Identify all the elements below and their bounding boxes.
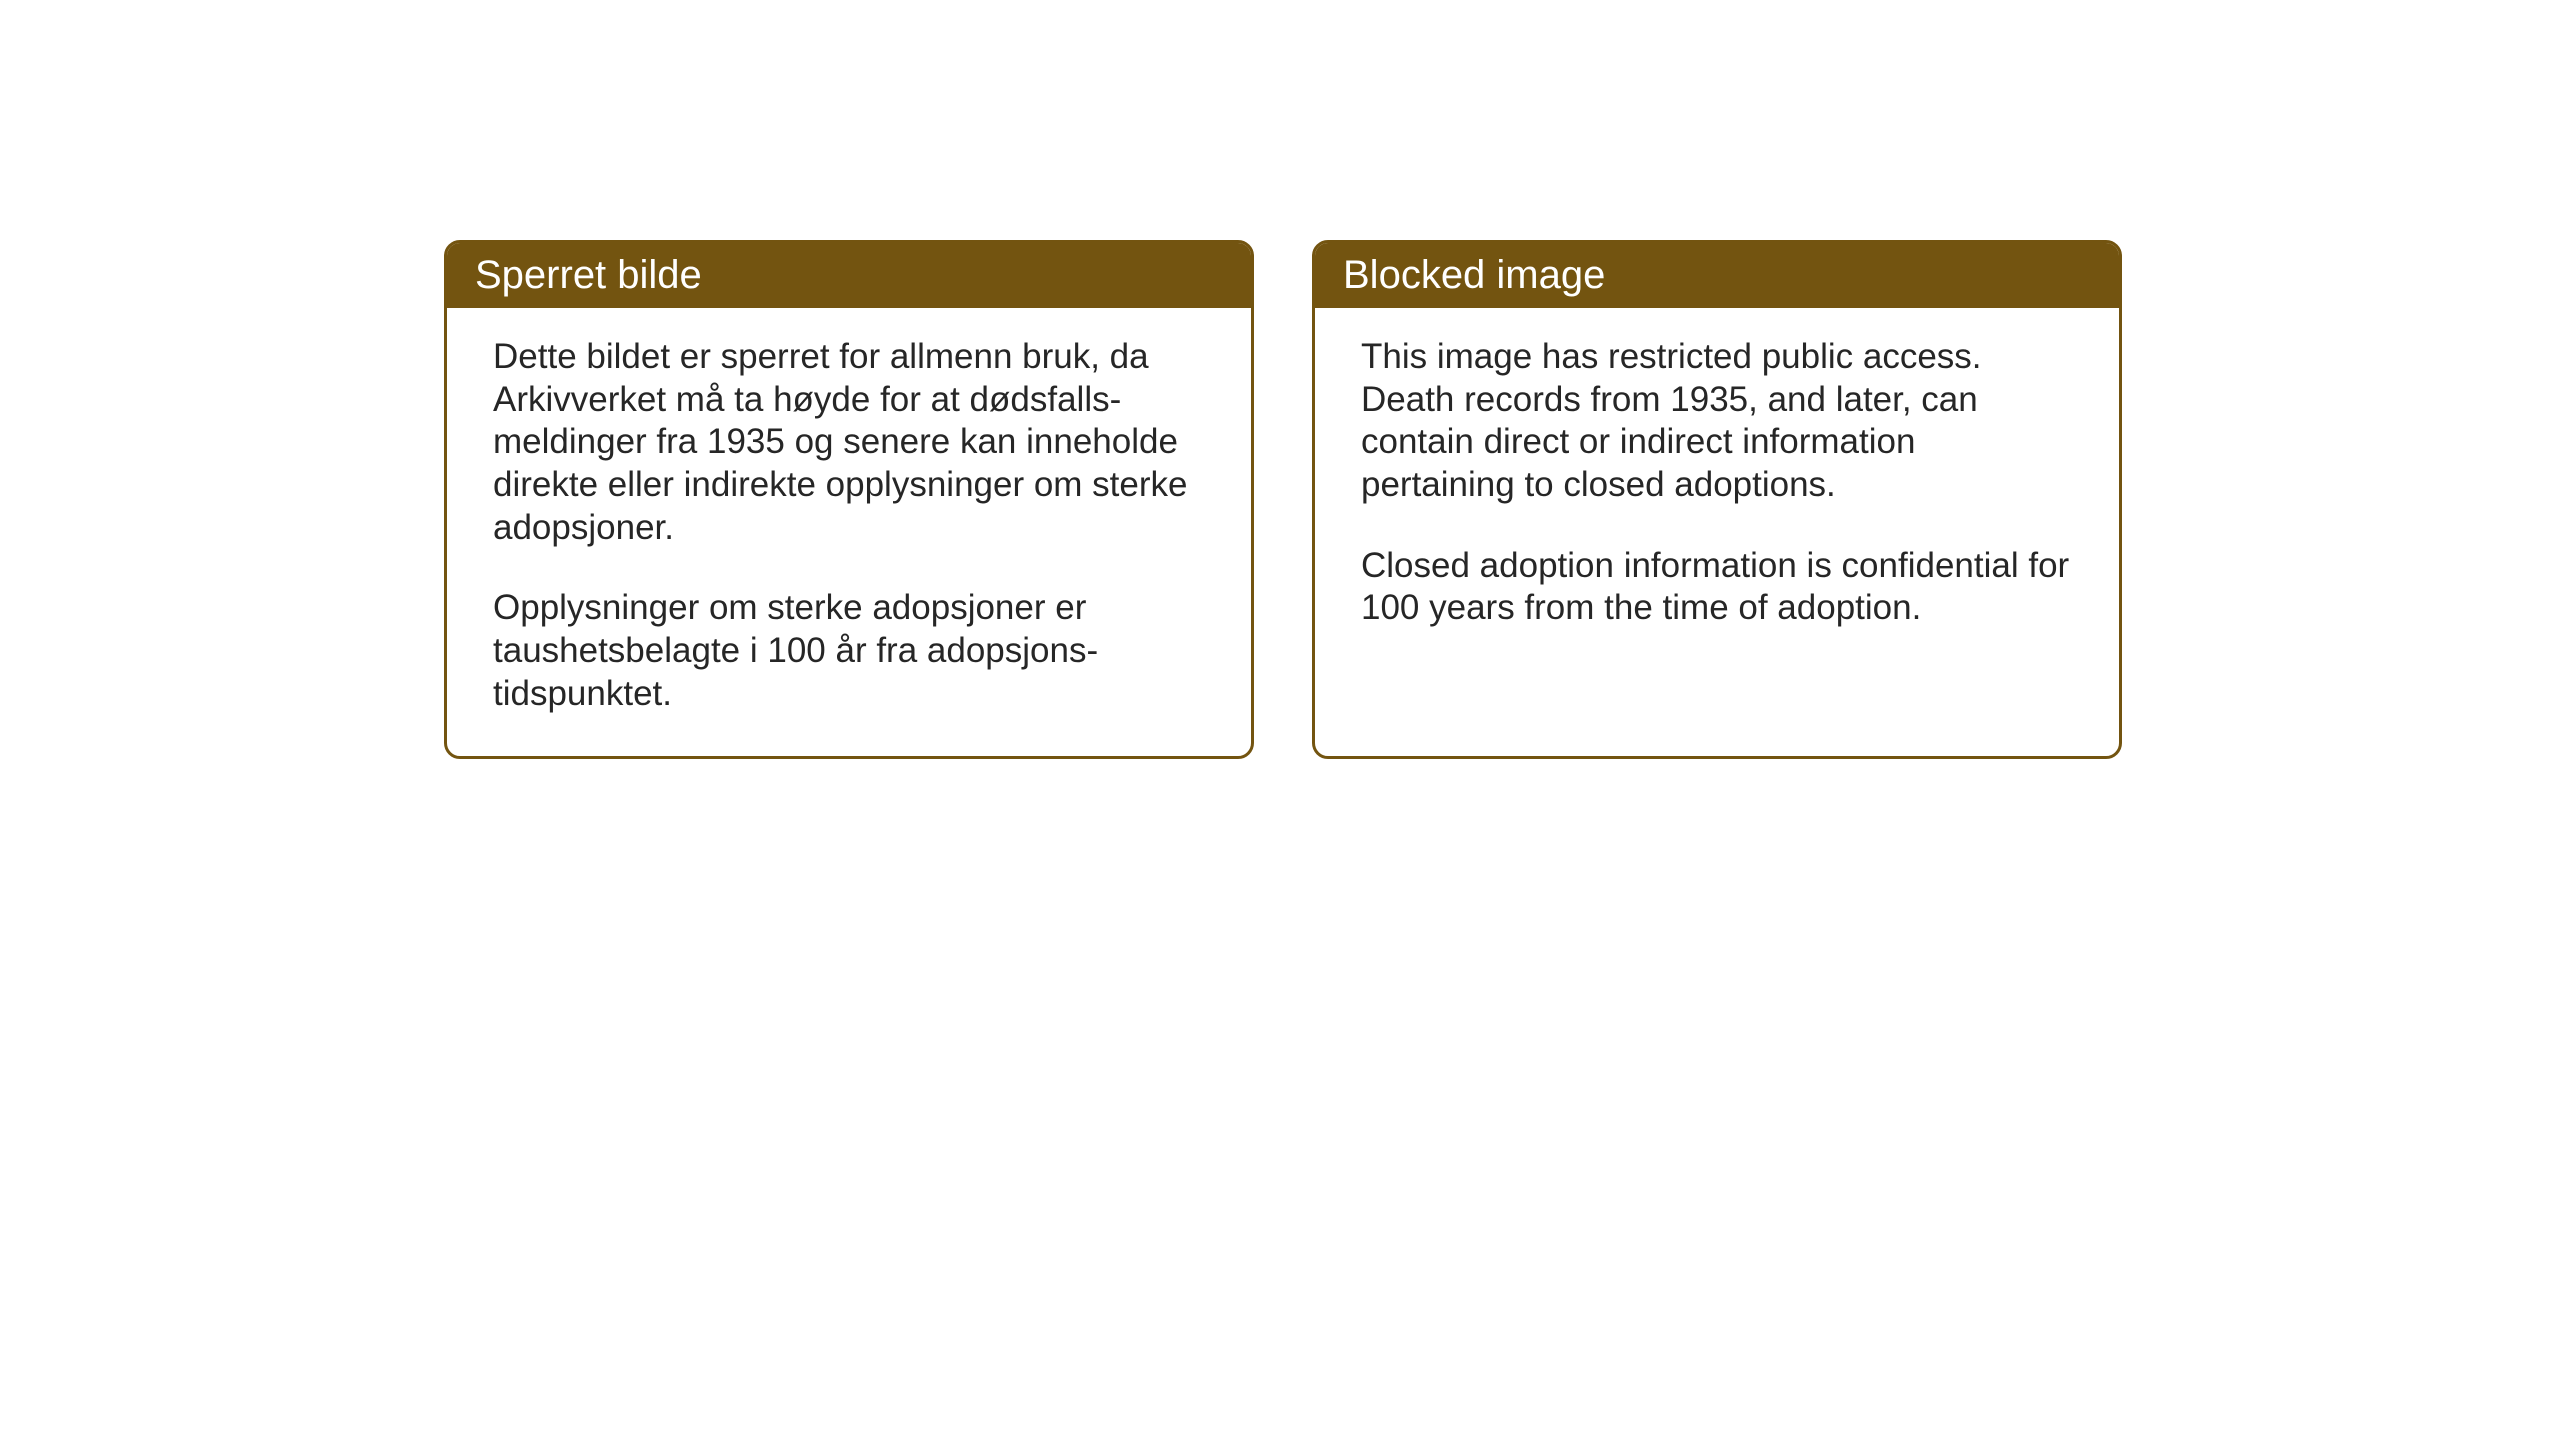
notice-container: Sperret bilde Dette bildet er sperret fo… (444, 240, 2122, 759)
notice-paragraph: Opplysninger om sterke adopsjoner er tau… (493, 587, 1205, 715)
notice-header-english: Blocked image (1315, 243, 2119, 308)
notice-box-norwegian: Sperret bilde Dette bildet er sperret fo… (444, 240, 1254, 759)
notice-paragraph: Closed adoption information is confident… (1361, 545, 2073, 630)
notice-header-norwegian: Sperret bilde (447, 243, 1251, 308)
notice-body-norwegian: Dette bildet er sperret for allmenn bruk… (447, 308, 1251, 756)
notice-box-english: Blocked image This image has restricted … (1312, 240, 2122, 759)
notice-paragraph: This image has restricted public access.… (1361, 336, 2073, 507)
notice-paragraph: Dette bildet er sperret for allmenn bruk… (493, 336, 1205, 549)
notice-body-english: This image has restricted public access.… (1315, 308, 2119, 750)
